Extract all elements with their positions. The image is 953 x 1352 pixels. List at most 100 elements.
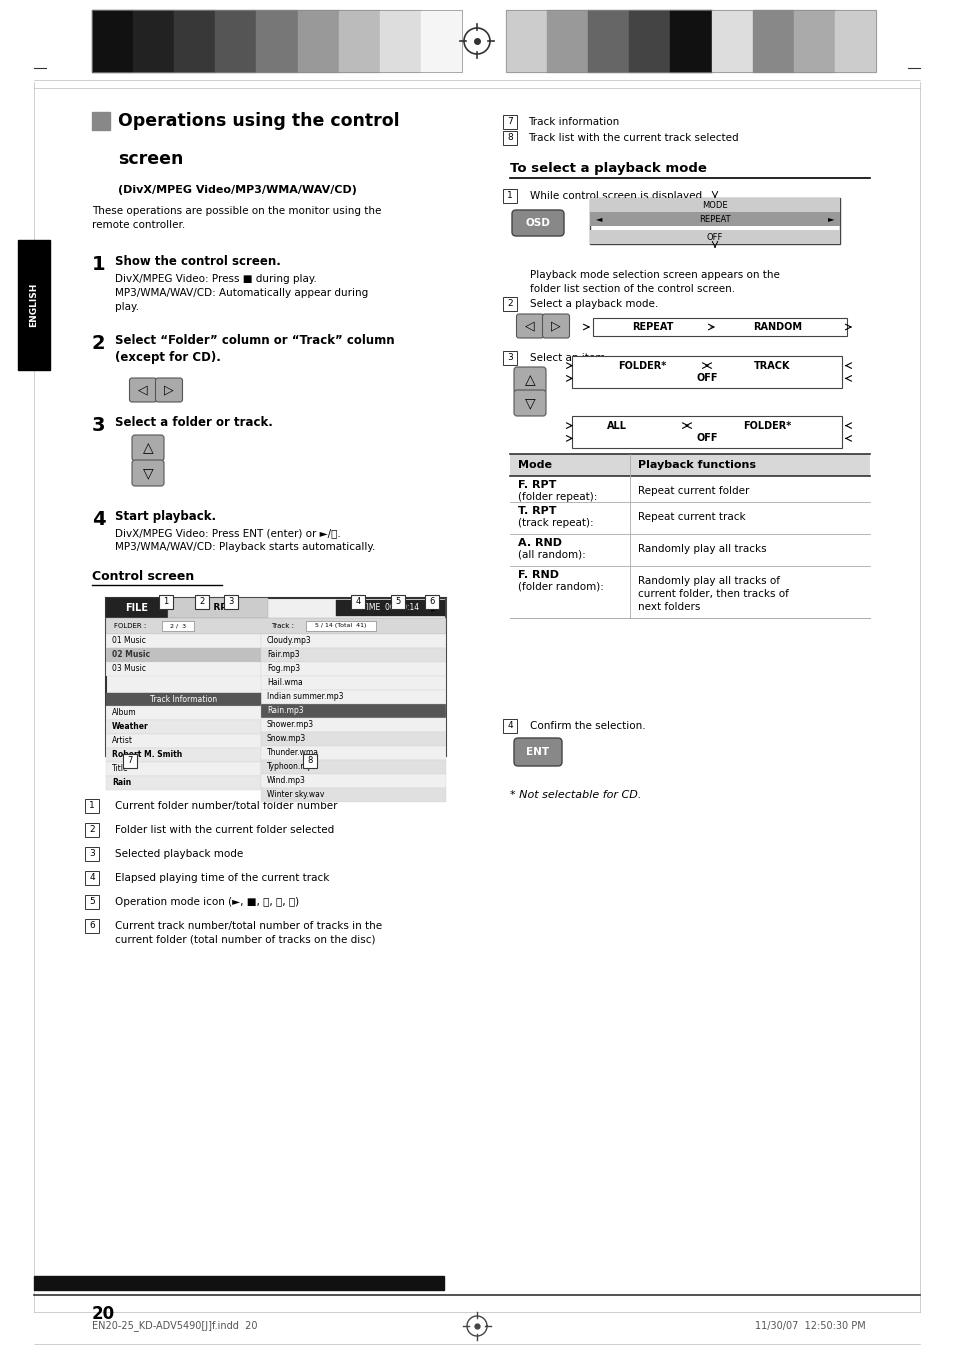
Text: OFF: OFF [696,434,717,443]
Text: ENGLISH: ENGLISH [30,283,38,327]
Text: 1: 1 [163,598,169,607]
Text: DivX/MPEG Video: Press ENT (enter) or ►/⏸.
MP3/WMA/WAV/CD: Playback starts autom: DivX/MPEG Video: Press ENT (enter) or ►/… [115,529,375,552]
Bar [85,823,99,837]
Bar [106,776,261,790]
Bar [261,634,446,648]
Text: Wind.mp3: Wind.mp3 [267,776,306,786]
Text: Repeat current track: Repeat current track [638,512,745,522]
Text: Robert M. Smith: Robert M. Smith [112,750,182,760]
Text: 3: 3 [91,416,106,435]
Text: OFF: OFF [696,373,717,384]
Text: Track list with the current track selected: Track list with the current track select… [527,132,738,143]
Text: 4: 4 [91,510,106,529]
Bar [510,566,869,618]
Text: Show the control screen.: Show the control screen. [115,256,280,268]
FancyBboxPatch shape [155,379,182,402]
Text: (track repeat):: (track repeat): [517,518,593,529]
FancyBboxPatch shape [132,460,164,485]
Bar [85,846,99,861]
Text: 3: 3 [89,849,94,859]
Text: FOLDER*: FOLDER* [742,420,790,430]
Text: RANDOM: RANDOM [753,322,801,333]
Text: 02 Music: 02 Music [112,650,150,660]
Bar [670,9,711,72]
Text: FOLDER*: FOLDER* [618,361,665,370]
Bar [510,534,869,566]
Text: RANDOM:: RANDOM: [572,429,632,438]
Text: 11/30/07  12:50:30 PM: 11/30/07 12:50:30 PM [755,1321,865,1330]
Text: △: △ [143,441,153,456]
Bar [505,9,546,72]
Text: 2: 2 [507,300,513,308]
Text: 8: 8 [507,134,513,142]
Bar [194,595,209,608]
Text: ►: ► [826,215,833,223]
Text: Select a folder or track.: Select a folder or track. [115,416,273,429]
Bar [106,763,261,776]
Bar [593,318,846,337]
Text: ALL: ALL [606,420,626,430]
Text: REPEAT:: REPEAT: [572,368,622,379]
Text: Randomly play all tracks of
current folder, then tracks of
next folders: Randomly play all tracks of current fold… [638,576,788,612]
Bar [335,600,446,617]
Text: 20: 20 [91,1305,115,1324]
Bar [106,694,261,706]
Bar [85,895,99,909]
Text: ▷: ▷ [164,384,173,396]
Text: REPEAT: REPEAT [699,215,730,223]
Text: DivX/MPEG Video: Press ■ during play.
MP3/WMA/WAV/CD: Automatically appear durin: DivX/MPEG Video: Press ■ during play. MP… [115,274,368,312]
Text: 2: 2 [199,598,204,607]
Text: Rain: Rain [112,779,132,787]
Text: 1: 1 [91,256,106,274]
Bar [297,9,338,72]
Bar [261,746,446,760]
Text: (folder repeat):: (folder repeat): [517,492,597,502]
Text: TRACK: TRACK [753,361,789,370]
Text: ▷: ▷ [551,319,560,333]
Bar [215,9,256,72]
Bar [168,598,268,618]
Bar [256,9,297,72]
Text: Cloudy.mp3: Cloudy.mp3 [267,637,312,645]
Text: 7: 7 [127,757,132,765]
FancyBboxPatch shape [514,389,545,416]
Text: Current track number/total number of tracks in the
current folder (total number : Current track number/total number of tra… [115,921,382,944]
Text: ◄: ◄ [596,215,602,223]
Text: T. RPT: T. RPT [202,603,233,612]
Bar [629,9,670,72]
Bar [18,241,50,370]
Text: EN20-25_KD-ADV5490[J]f.indd  20: EN20-25_KD-ADV5490[J]f.indd 20 [91,1321,257,1332]
Text: 4: 4 [355,598,360,607]
Bar [91,9,461,72]
Bar [224,595,237,608]
Bar [572,416,841,448]
Text: 2: 2 [89,826,94,834]
Text: Track :: Track : [271,623,294,629]
Text: Repeat current folder: Repeat current folder [638,485,749,496]
Text: Typhoon.mp3: Typhoon.mp3 [267,763,318,772]
Text: 2 /  3: 2 / 3 [170,623,186,629]
Text: These operations are possible on the monitor using the
remote controller.: These operations are possible on the mon… [91,206,381,230]
Text: 1: 1 [507,192,513,200]
Text: 7: 7 [507,118,513,127]
Text: 5: 5 [395,598,400,607]
Bar [589,197,840,212]
Text: Artist: Artist [112,737,132,745]
Bar [379,9,420,72]
Bar [85,919,99,933]
Bar [106,748,261,763]
Text: screen: screen [118,150,183,168]
Bar [174,9,215,72]
Text: Selected playback mode: Selected playback mode [115,849,243,859]
Text: FOLDER :: FOLDER : [113,623,146,629]
Bar [261,718,446,731]
Text: F. RPT: F. RPT [517,480,556,489]
Bar [752,9,793,72]
Text: 6: 6 [429,598,435,607]
Bar [391,595,405,608]
Bar [793,9,834,72]
Bar [510,454,869,476]
Bar [34,1276,443,1290]
Text: TIME  00:00:14: TIME 00:00:14 [362,603,419,612]
Bar [510,476,869,502]
